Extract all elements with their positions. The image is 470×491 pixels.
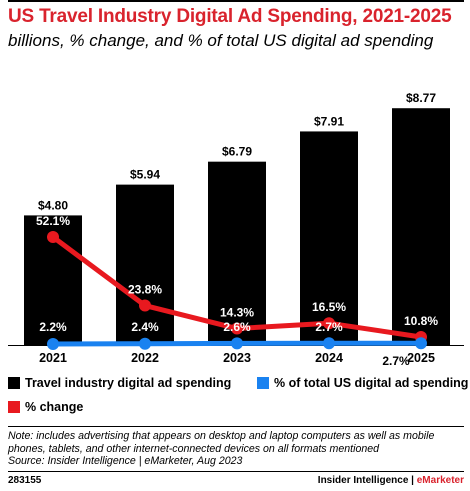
bar-label-2024: $7.91 [314,114,344,128]
change-point-2024 [323,317,335,330]
legend-label-share: % of total US digital ad spending [274,376,469,390]
change-label-2021: 52.1% [36,214,70,228]
footer-divider [8,471,464,472]
bar-label-2021: $4.80 [38,198,68,212]
bar-label-2022: $5.94 [130,168,160,182]
source-text: Source: Insider Intelligence | eMarketer… [8,455,243,467]
legend-label-bars: Travel industry digital ad spending [25,376,232,390]
note-text: Note: includes advertising that appears … [8,430,435,455]
x-tick-2021: 2021 [39,351,67,365]
change-label-2023: 14.3% [220,306,254,320]
legend-swatch-change [8,401,20,413]
share-label-2025: 2.7% [382,354,410,368]
bar-label-2023: $6.79 [222,145,252,159]
chart-id: 283155 [8,475,42,486]
brand-emarketer: eMarketer [416,475,464,486]
bar-2022 [116,184,174,345]
share-point-2025 [415,337,427,350]
bar-2024 [300,131,358,345]
brand: Insider Intelligence | eMarketer [318,475,464,486]
share-label-2024: 2.7% [315,320,343,334]
share-label-2023: 2.6% [223,320,251,334]
x-tick-2022: 2022 [131,351,159,365]
x-tick-2024: 2024 [315,351,343,365]
x-tick-2025: 2025 [407,351,435,365]
change-point-2023 [231,322,243,335]
bar-2023 [208,161,266,345]
share-point-2024 [323,337,335,350]
legend-swatch-bars [8,377,20,389]
change-point-2021 [47,231,59,244]
share-label-2021: 2.2% [39,320,67,334]
note-divider [8,426,464,427]
share-point-2023 [231,337,243,350]
note-block: Note: includes advertising that appears … [8,430,466,468]
bar-label-2025: $8.77 [406,91,436,105]
share-point-2021 [47,338,59,350]
chart: $4.80 $5.94 $6.79 $7.91 $8.77 2021 2022 2023 202… [8,91,464,368]
share-label-2022: 2.4% [131,320,159,334]
legend-swatch-share [257,377,269,389]
change-label-2024: 16.5% [312,300,346,314]
x-tick-2023: 2023 [223,351,251,365]
bar-2025 [392,108,450,346]
change-point-2022 [139,299,151,312]
share-point-2022 [139,337,151,350]
chart-subtitle: billions, % change, and % of total US di… [8,31,434,50]
legend-label-change: % change [25,400,84,414]
brand-insider: Insider Intelligence | [317,475,417,486]
change-label-2025: 10.8% [404,314,438,328]
change-label-2022: 23.8% [128,283,162,297]
chart-title: US Travel Industry Digital Ad Spending, … [8,6,452,27]
top-rule [8,0,464,2]
